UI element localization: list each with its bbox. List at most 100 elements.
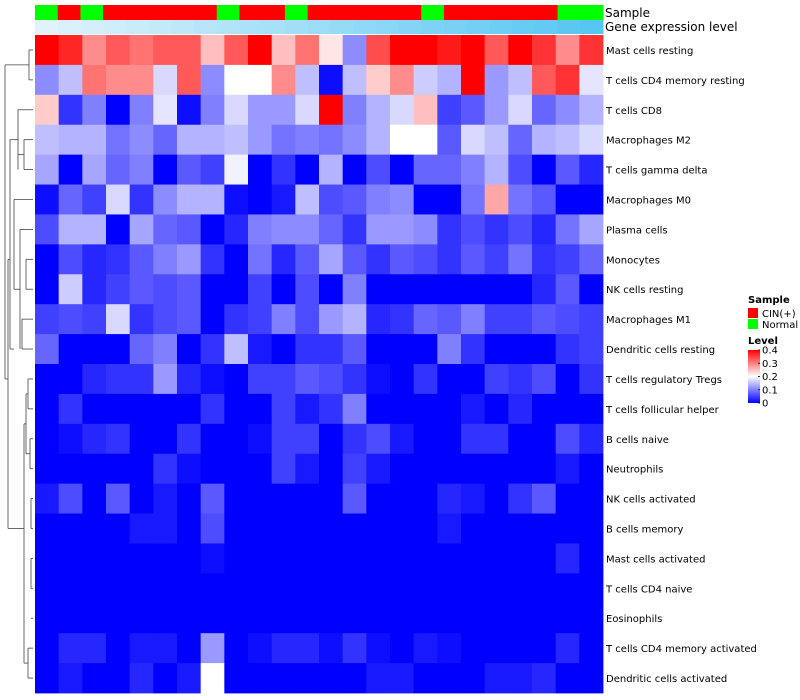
sample-annotation-cell bbox=[148, 5, 172, 20]
heatmap-cell bbox=[295, 94, 320, 126]
heatmap-cell bbox=[319, 94, 344, 126]
heatmap-cell bbox=[390, 573, 415, 604]
heatmap-cell bbox=[413, 543, 438, 574]
heatmap-cell bbox=[82, 214, 107, 245]
heatmap-cell bbox=[532, 483, 557, 514]
heatmap-cell bbox=[153, 214, 178, 245]
heatmap-cell bbox=[390, 543, 415, 574]
heatmap-cell bbox=[461, 304, 486, 335]
heatmap-cell bbox=[437, 393, 462, 425]
heatmap-cell bbox=[177, 184, 202, 215]
heatmap-cell bbox=[295, 633, 320, 664]
heatmap-cell bbox=[295, 453, 320, 485]
heatmap-cell bbox=[35, 453, 60, 485]
heatmap-cell bbox=[129, 274, 154, 305]
heatmap-cell bbox=[271, 184, 296, 215]
gene-expression-cell bbox=[557, 20, 581, 34]
heatmap-cell bbox=[532, 453, 557, 485]
heatmap-cell bbox=[319, 393, 344, 425]
heatmap-cell bbox=[153, 304, 178, 335]
heatmap-cell bbox=[200, 274, 225, 305]
heatmap-cell bbox=[508, 35, 533, 66]
heatmap-cell bbox=[153, 483, 178, 514]
heatmap-cell bbox=[319, 35, 344, 66]
heatmap-cell bbox=[295, 543, 320, 574]
heatmap-cell bbox=[295, 64, 320, 96]
row-label: B cells memory bbox=[606, 525, 683, 536]
gene-expression-cell bbox=[512, 20, 536, 34]
sample-annotation-cell bbox=[398, 5, 422, 20]
heatmap-cell bbox=[82, 64, 107, 96]
heatmap-cell bbox=[366, 244, 391, 275]
heatmap-cell bbox=[319, 214, 344, 245]
heatmap-cell bbox=[437, 663, 462, 694]
heatmap-cell bbox=[532, 334, 557, 365]
heatmap-cell bbox=[532, 513, 557, 544]
heatmap-cell bbox=[413, 94, 438, 126]
heatmap-cell bbox=[413, 184, 438, 215]
heatmap-cell bbox=[461, 633, 486, 664]
heatmap-cell bbox=[200, 663, 225, 694]
heatmap-cell bbox=[224, 35, 249, 66]
heatmap-cell bbox=[58, 423, 83, 455]
heatmap-cell bbox=[177, 94, 202, 126]
heatmap-cell bbox=[413, 35, 438, 66]
heatmap-cell bbox=[295, 573, 320, 604]
heatmap-cell bbox=[508, 663, 533, 694]
heatmap-cell bbox=[106, 423, 131, 455]
heatmap-cell bbox=[342, 154, 367, 185]
heatmap-cell bbox=[82, 244, 107, 275]
heatmap-cell bbox=[58, 633, 83, 664]
heatmap-cell bbox=[58, 453, 83, 485]
heatmap-cell bbox=[224, 543, 249, 574]
heatmap-cell bbox=[413, 334, 438, 365]
heatmap-cell bbox=[295, 513, 320, 544]
gene-expression-cell bbox=[375, 20, 400, 34]
heatmap-cell bbox=[153, 663, 178, 694]
heatmap-cell bbox=[484, 364, 509, 395]
heatmap-cell bbox=[35, 154, 60, 185]
heatmap-cell bbox=[319, 124, 344, 156]
sample-annotation-cell bbox=[57, 5, 81, 20]
heatmap-cell bbox=[437, 214, 462, 245]
heatmap-cell bbox=[200, 35, 225, 66]
heatmap-cell bbox=[484, 633, 509, 664]
heatmap-cell bbox=[319, 64, 344, 96]
heatmap-cell bbox=[295, 334, 320, 365]
heatmap-cell bbox=[366, 423, 391, 455]
heatmap-cell bbox=[437, 334, 462, 365]
heatmap-cell bbox=[555, 453, 580, 485]
heatmap-cell bbox=[224, 364, 249, 395]
heatmap-cell bbox=[153, 124, 178, 156]
heatmap-cell bbox=[342, 274, 367, 305]
heatmap-cell bbox=[390, 483, 415, 514]
heatmap-cell bbox=[35, 603, 60, 634]
heatmap-cell bbox=[129, 633, 154, 664]
heatmap-cell bbox=[58, 35, 83, 66]
heatmap-cell bbox=[248, 364, 273, 395]
heatmap-cell bbox=[200, 154, 225, 185]
heatmap-cell bbox=[508, 214, 533, 245]
heatmap-cell bbox=[413, 423, 438, 455]
heatmap-cell bbox=[153, 64, 178, 96]
heatmap-cell bbox=[532, 364, 557, 395]
sample-annotation-cell bbox=[557, 5, 581, 20]
heatmap-cell bbox=[461, 453, 486, 485]
heatmap-cell bbox=[579, 64, 604, 96]
sample-annotation-cell bbox=[512, 5, 536, 20]
heatmap-cell bbox=[177, 35, 202, 66]
heatmap-cell bbox=[248, 154, 273, 185]
heatmap-cell bbox=[200, 543, 225, 574]
heatmap-cell bbox=[413, 214, 438, 245]
heatmap-cell bbox=[484, 244, 509, 275]
heatmap-cell bbox=[106, 453, 131, 485]
heatmap-cell bbox=[153, 184, 178, 215]
heatmap-cell bbox=[224, 453, 249, 485]
heatmap-cell bbox=[35, 274, 60, 305]
legend-level-tick-label: 0 bbox=[762, 399, 768, 410]
heatmap-cell bbox=[35, 364, 60, 395]
heatmap-cell bbox=[437, 64, 462, 96]
heatmap-cell bbox=[177, 274, 202, 305]
heatmap-cell bbox=[484, 513, 509, 544]
heatmap-cell bbox=[413, 573, 438, 604]
